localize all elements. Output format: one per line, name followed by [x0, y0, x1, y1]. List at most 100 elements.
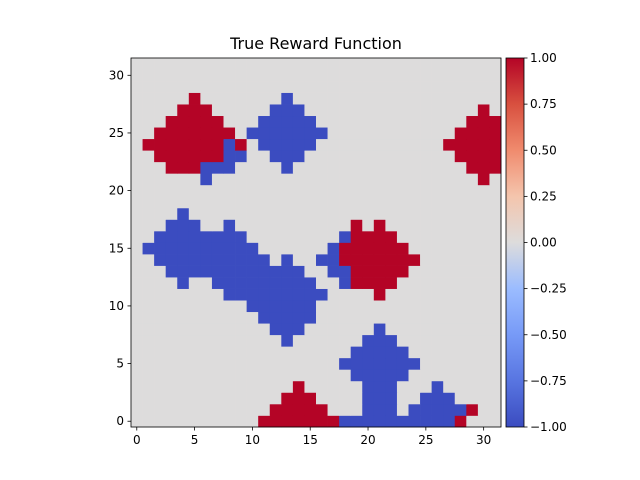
heatmap-cell: [292, 380, 305, 393]
heatmap-cell: [316, 184, 328, 197]
heatmap-cell: [304, 92, 317, 105]
heatmap-cell: [211, 161, 224, 174]
heatmap-cell: [350, 92, 363, 105]
heatmap-cell: [165, 92, 178, 105]
heatmap-cell: [292, 161, 305, 174]
heatmap-cell: [466, 81, 479, 93]
heatmap-cell: [327, 357, 340, 370]
heatmap-cell: [304, 265, 317, 278]
heatmap-cell: [142, 115, 155, 128]
heatmap-cell: [408, 265, 421, 278]
heatmap-cell: [327, 219, 340, 232]
heatmap-cell: [235, 277, 247, 289]
heatmap-cell: [396, 403, 409, 416]
heatmap-cell: [200, 288, 213, 301]
heatmap-cell: [281, 58, 294, 70]
heatmap-cell: [396, 138, 409, 151]
heatmap-cell: [466, 392, 479, 405]
heatmap-cell: [292, 288, 305, 301]
heatmap-cell: [292, 81, 305, 93]
heatmap-cell: [350, 369, 363, 382]
heatmap-cell: [350, 254, 363, 266]
heatmap-cell: [177, 242, 190, 255]
heatmap-cell: [373, 369, 386, 382]
heatmap-cell: [396, 115, 409, 128]
heatmap-cell: [304, 334, 317, 347]
heatmap-cell: [188, 138, 201, 151]
heatmap-cell: [154, 242, 167, 255]
heatmap-cell: [258, 392, 271, 405]
heatmap-cell: [362, 207, 375, 220]
heatmap-cell: [131, 300, 143, 313]
heatmap-cell: [385, 357, 398, 370]
heatmap-cell: [420, 300, 432, 313]
heatmap-cell: [281, 323, 294, 336]
heatmap-cell: [339, 254, 352, 266]
heatmap-cell: [431, 230, 444, 243]
heatmap-cell: [396, 265, 409, 278]
heatmap-cell: [154, 323, 167, 336]
heatmap-cell: [396, 277, 409, 289]
heatmap-cell: [385, 219, 398, 232]
heatmap-cell: [477, 242, 490, 255]
heatmap-cell: [350, 323, 363, 336]
heatmap-cell: [131, 288, 143, 301]
heatmap-cell: [350, 115, 363, 128]
heatmap-cell: [304, 323, 317, 336]
heatmap-cell: [200, 323, 213, 336]
heatmap-cell: [431, 415, 444, 428]
heatmap-cell: [489, 196, 502, 209]
heatmap-cell: [420, 277, 432, 289]
heatmap-cell: [246, 173, 259, 186]
heatmap-cell: [443, 346, 456, 359]
heatmap-cell: [316, 380, 328, 393]
heatmap-cell: [154, 150, 167, 163]
heatmap-cell: [362, 230, 375, 243]
heatmap-cell: [188, 92, 201, 105]
heatmap-cell: [339, 242, 352, 255]
heatmap-cell: [373, 311, 386, 324]
heatmap-cell: [269, 138, 282, 151]
heatmap-cell: [281, 104, 294, 117]
heatmap-cell: [258, 334, 271, 347]
heatmap-cell: [454, 58, 467, 70]
heatmap-cell: [466, 265, 479, 278]
heatmap-cell: [223, 288, 236, 301]
heatmap-cell: [269, 115, 282, 128]
heatmap-cell: [165, 207, 178, 220]
heatmap-cell: [339, 115, 352, 128]
heatmap-cell: [142, 334, 155, 347]
heatmap-cell: [304, 230, 317, 243]
heatmap-cell: [431, 138, 444, 151]
heatmap-cell: [258, 58, 271, 70]
heatmap-cell: [235, 403, 247, 416]
heatmap-cell: [223, 104, 236, 117]
heatmap-cell: [489, 403, 502, 416]
heatmap-cell: [362, 403, 375, 416]
heatmap-cell: [235, 173, 247, 186]
heatmap-cell: [235, 311, 247, 324]
heatmap-cell: [165, 115, 178, 128]
heatmap-cell: [165, 265, 178, 278]
heatmap-cell: [154, 415, 167, 428]
heatmap-cell: [223, 230, 236, 243]
heatmap-cell: [131, 311, 143, 324]
heatmap-cell: [362, 288, 375, 301]
heatmap-cell: [281, 150, 294, 163]
y-tick-label: 25: [109, 126, 124, 140]
heatmap-cell: [420, 207, 432, 220]
heatmap-cell: [385, 207, 398, 220]
heatmap-cell: [466, 242, 479, 255]
heatmap-cell: [466, 300, 479, 313]
heatmap-cell: [408, 334, 421, 347]
heatmap-cell: [246, 150, 259, 163]
heatmap-cell: [142, 392, 155, 405]
heatmap-cell: [154, 104, 167, 117]
heatmap-cell: [327, 127, 340, 140]
heatmap-cell: [454, 242, 467, 255]
heatmap-cell: [304, 346, 317, 359]
heatmap-cell: [443, 150, 456, 163]
heatmap-cell: [443, 323, 456, 336]
heatmap-cell: [316, 311, 328, 324]
heatmap-cell: [420, 161, 432, 174]
